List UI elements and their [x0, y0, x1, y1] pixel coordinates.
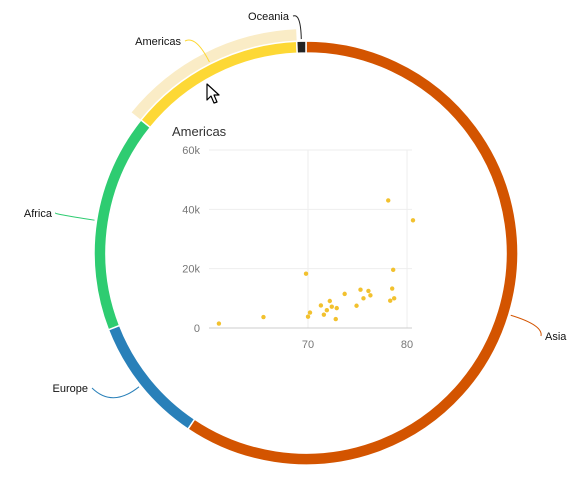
scatter-point[interactable]	[305, 314, 311, 319]
scatter-point[interactable]	[354, 303, 359, 308]
scatter-point[interactable]	[366, 288, 371, 294]
scatter-ticks: 0 20k 40k 60k 70 80	[182, 145, 413, 351]
donut-slice-oceania[interactable]	[295, 40, 307, 54]
scatter-point[interactable]	[334, 305, 339, 311]
donut-ring	[93, 29, 519, 466]
donut-label-oceania: Oceania	[248, 11, 290, 23]
leader-line-africa	[55, 212, 95, 221]
scatter-point[interactable]	[318, 303, 324, 308]
scatter-point[interactable]	[389, 286, 395, 291]
scatter-point[interactable]	[303, 271, 309, 276]
y-tick-label: 0	[194, 323, 200, 335]
donut-slice-asia[interactable]	[186, 40, 519, 466]
scatter-point[interactable]	[329, 304, 334, 309]
leader-line-americas	[184, 39, 210, 63]
scatter-point[interactable]	[324, 308, 330, 313]
x-tick-label: 80	[401, 339, 413, 351]
mouse-cursor-icon	[206, 83, 220, 104]
donut-labels: Asia Europe Africa Americas Oceania	[24, 11, 567, 399]
inner-scatter-chart: Americas 0 20k 40k 60k 70 80	[172, 124, 416, 351]
inner-chart-title: Americas	[172, 124, 227, 139]
scatter-point[interactable]	[342, 291, 347, 297]
scatter-point[interactable]	[368, 293, 373, 298]
scatter-point[interactable]	[391, 296, 397, 301]
x-tick-label: 70	[302, 339, 314, 351]
scatter-point[interactable]	[216, 321, 222, 326]
leader-line-europe	[91, 386, 140, 399]
scatter-point[interactable]	[390, 267, 396, 273]
scatter-grid	[209, 149, 412, 329]
scatter-point[interactable]	[361, 296, 366, 301]
scatter-point[interactable]	[321, 312, 327, 317]
scatter-point[interactable]	[307, 310, 313, 315]
y-tick-label: 40k	[182, 204, 200, 216]
y-tick-label: 60k	[182, 145, 200, 157]
scatter-point[interactable]	[388, 298, 393, 303]
scatter-point[interactable]	[358, 287, 363, 292]
leader-line-oceania	[292, 15, 302, 40]
scatter-points	[216, 198, 416, 326]
scatter-point[interactable]	[386, 198, 391, 203]
scatter-point[interactable]	[410, 218, 416, 223]
donut-label-americas: Americas	[135, 36, 181, 48]
donut-slice-africa[interactable]	[93, 118, 152, 331]
donut-label-asia: Asia	[545, 331, 567, 343]
donut-label-europe: Europe	[53, 383, 88, 395]
y-tick-label: 20k	[182, 264, 200, 276]
donut-label-africa: Africa	[24, 208, 53, 220]
scatter-point[interactable]	[327, 298, 333, 304]
scatter-point[interactable]	[261, 314, 266, 320]
scatter-point[interactable]	[333, 316, 338, 322]
donut-slice-europe[interactable]	[107, 324, 196, 431]
leader-line-asia	[510, 314, 542, 337]
